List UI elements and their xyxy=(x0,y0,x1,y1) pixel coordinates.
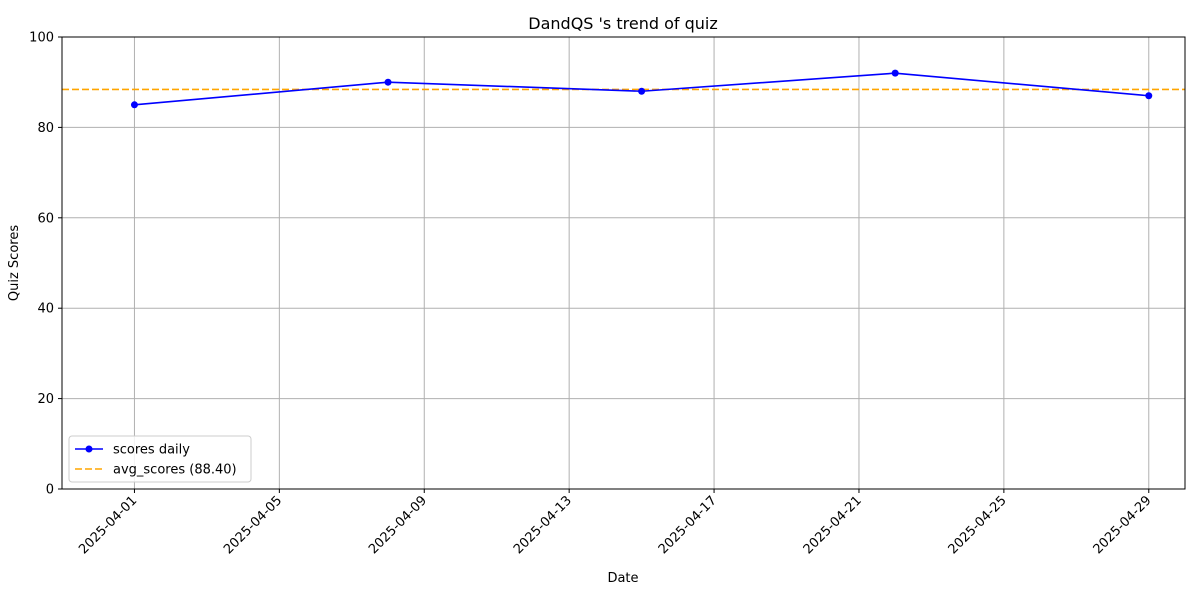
legend-marker xyxy=(85,445,93,453)
data-point xyxy=(1145,92,1153,100)
data-point xyxy=(130,101,138,109)
x-axis-ticks: 2025-04-01 2025-04-05 2025-04-09 2025-04-13… xyxy=(76,489,1155,557)
series xyxy=(130,69,1153,109)
grid xyxy=(62,36,1185,490)
data-point xyxy=(384,78,392,86)
y-tick-label: 80 xyxy=(37,121,54,136)
x-tick-label: 2025-04-13 xyxy=(511,493,575,557)
x-tick-label: 2025-04-01 xyxy=(76,493,140,557)
y-tick-label: 60 xyxy=(37,211,54,226)
data-point xyxy=(891,69,899,77)
x-tick-label: 2025-04-21 xyxy=(801,493,865,557)
chart-title: DandQS 's trend of quiz xyxy=(528,14,717,33)
x-tick-label: 2025-04-09 xyxy=(366,493,430,557)
y-tick-label: 20 xyxy=(37,392,54,407)
y-tick-label: 100 xyxy=(29,31,54,46)
y-tick-label: 40 xyxy=(37,302,54,317)
x-axis-label: Date xyxy=(607,571,638,586)
x-tick-label: 2025-04-25 xyxy=(946,493,1010,557)
x-tick-label: 2025-04-17 xyxy=(656,493,720,557)
x-tick-label: 2025-04-05 xyxy=(221,493,285,557)
y-axis-ticks: 0 20 40 60 80 100 xyxy=(29,31,62,498)
legend-label: scores daily xyxy=(113,443,190,458)
x-tick-label: 2025-04-29 xyxy=(1091,493,1155,557)
y-tick-label: 0 xyxy=(46,483,54,498)
plot-frame xyxy=(61,36,1186,490)
legend-box xyxy=(68,435,252,483)
legend-label: avg_scores (88.40) xyxy=(113,463,237,478)
y-axis-label: Quiz Scores xyxy=(7,225,22,301)
legend: scores daily avg_scores (88.40) xyxy=(68,435,252,483)
data-point xyxy=(638,87,646,95)
